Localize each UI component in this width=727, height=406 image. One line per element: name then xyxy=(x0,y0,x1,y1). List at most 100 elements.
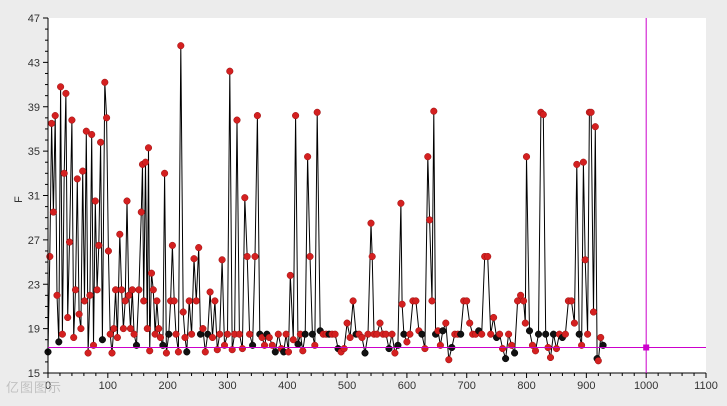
data-point xyxy=(457,330,465,338)
data-point xyxy=(168,241,176,249)
data-point xyxy=(397,199,405,207)
data-point xyxy=(484,252,492,261)
data-point xyxy=(228,346,236,354)
data-point xyxy=(113,333,121,342)
data-point xyxy=(190,255,198,263)
data-point xyxy=(53,291,61,299)
data-point xyxy=(104,247,112,255)
data-point xyxy=(546,353,555,362)
data-point xyxy=(520,297,528,305)
data-point xyxy=(162,349,170,357)
data-point xyxy=(185,297,193,305)
data-point xyxy=(522,153,531,161)
data-point xyxy=(241,194,249,202)
data-point xyxy=(130,330,138,338)
data-point xyxy=(487,330,495,338)
data-point xyxy=(177,42,185,50)
data-point xyxy=(597,333,605,342)
data-point xyxy=(226,67,234,75)
data-point xyxy=(112,286,120,294)
data-point xyxy=(70,333,78,342)
data-point xyxy=(442,319,450,327)
data-point xyxy=(584,330,592,338)
data-point xyxy=(174,348,182,356)
data-point xyxy=(249,341,257,349)
x-tick-label: 700 xyxy=(458,380,476,392)
data-point xyxy=(106,330,114,338)
data-point xyxy=(123,197,131,205)
data-point xyxy=(368,252,376,261)
data-point xyxy=(75,310,83,318)
data-point xyxy=(46,252,54,261)
data-point xyxy=(58,330,66,338)
data-point xyxy=(144,144,153,152)
y-tick-label: 43 xyxy=(28,57,40,69)
data-point xyxy=(151,330,159,338)
data-point xyxy=(155,325,163,333)
data-point xyxy=(216,330,224,338)
data-point xyxy=(478,330,486,338)
data-point xyxy=(64,313,72,322)
data-point xyxy=(233,116,241,124)
data-point xyxy=(294,340,302,348)
data-point xyxy=(400,330,408,338)
x-tick-label: 500 xyxy=(338,380,356,392)
data-point xyxy=(258,333,266,342)
data-point xyxy=(418,330,426,338)
data-point xyxy=(211,297,219,305)
data-point xyxy=(86,291,94,299)
data-point xyxy=(511,349,519,357)
data-point xyxy=(265,333,273,342)
data-point xyxy=(238,345,246,353)
data-point xyxy=(77,325,85,333)
data-point xyxy=(68,116,76,124)
data-point xyxy=(490,313,498,322)
watermark-text: 亿图图示 xyxy=(6,381,63,396)
data-point xyxy=(60,169,68,177)
data-point xyxy=(439,327,447,335)
y-tick-label: 35 xyxy=(28,146,40,158)
x-tick-label: 300 xyxy=(218,380,236,392)
data-point xyxy=(199,325,207,333)
data-point xyxy=(141,158,150,166)
data-point xyxy=(119,325,127,333)
y-axis-label: F xyxy=(13,196,25,203)
data-point xyxy=(140,297,148,305)
data-point xyxy=(110,325,118,333)
data-point xyxy=(101,78,109,86)
data-point xyxy=(271,348,279,356)
x-tick-label: 900 xyxy=(577,380,595,392)
x-tick-label: 200 xyxy=(158,380,176,392)
data-point xyxy=(218,256,226,264)
x-tick-label: 400 xyxy=(278,380,296,392)
data-point xyxy=(376,319,384,327)
data-point xyxy=(121,297,129,305)
data-point xyxy=(55,338,63,346)
data-point xyxy=(188,330,196,338)
data-point xyxy=(578,341,586,349)
data-point xyxy=(517,291,525,299)
data-point xyxy=(573,160,581,168)
data-point xyxy=(505,330,513,338)
data-point xyxy=(128,286,136,294)
data-point xyxy=(183,348,191,356)
cursor-marker xyxy=(643,344,650,351)
data-point xyxy=(170,297,178,305)
data-point xyxy=(274,330,282,338)
x-tick-label: 0 xyxy=(45,380,51,392)
data-point xyxy=(260,341,269,349)
data-point xyxy=(108,349,116,357)
data-point xyxy=(172,330,180,338)
data-point xyxy=(97,138,105,146)
x-tick-label: 1100 xyxy=(694,380,718,392)
data-point xyxy=(201,348,209,356)
data-point xyxy=(403,338,411,346)
data-point xyxy=(137,208,145,216)
plot-area xyxy=(48,18,706,373)
data-point xyxy=(575,330,583,338)
data-point xyxy=(143,325,151,333)
data-point xyxy=(71,286,80,294)
data-point xyxy=(213,346,221,354)
data-point xyxy=(430,107,438,115)
data-point xyxy=(243,252,251,261)
